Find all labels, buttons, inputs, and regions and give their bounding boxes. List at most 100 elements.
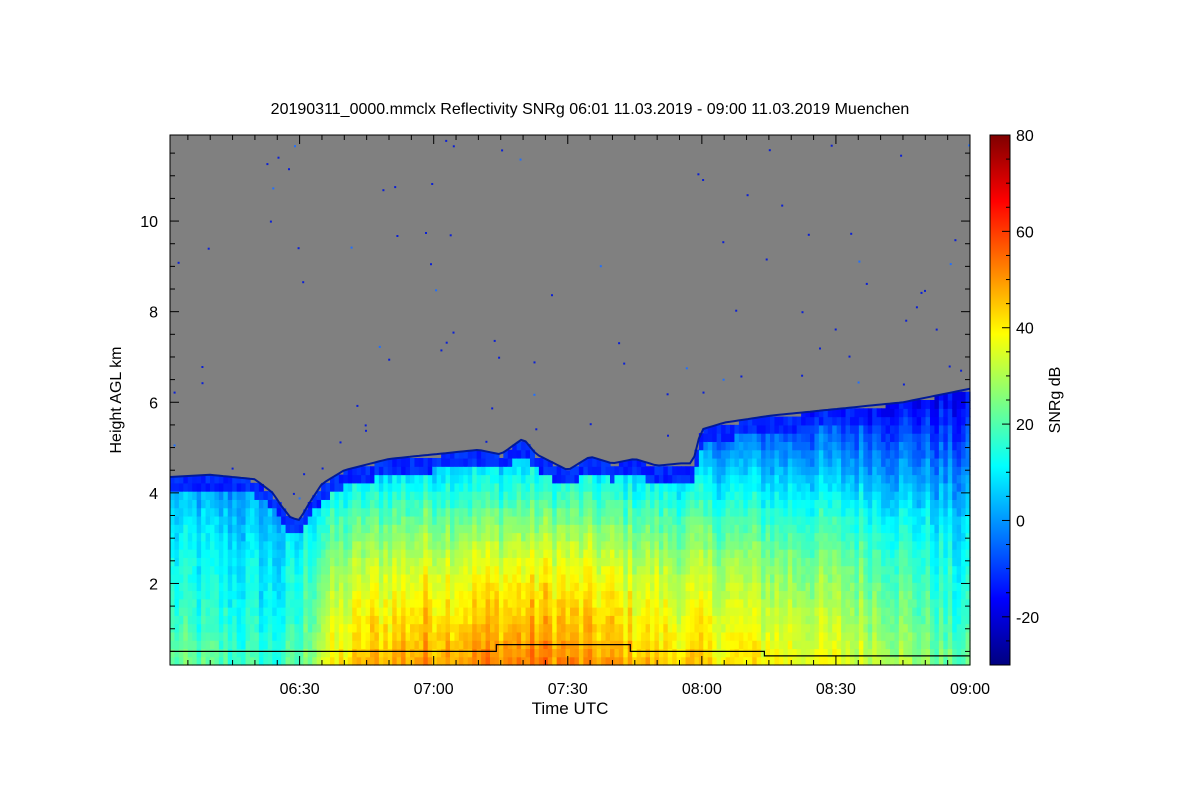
heatmap-cell xyxy=(787,615,793,625)
heatmap-cell xyxy=(930,598,936,608)
heatmap-cell xyxy=(387,615,393,625)
heatmap-cell xyxy=(214,631,220,641)
heatmap-cell xyxy=(867,499,873,509)
heatmap-cell xyxy=(747,441,753,451)
heatmap-cell xyxy=(730,549,736,558)
heatmap-cell xyxy=(334,640,340,650)
heatmap-cell xyxy=(338,607,344,616)
heatmap-cell xyxy=(623,482,629,492)
heatmap-cell xyxy=(907,648,913,658)
heatmap-cell xyxy=(774,631,780,641)
heatmap-cell xyxy=(627,582,633,592)
heatmap-cell xyxy=(912,648,918,658)
heatmap-cell xyxy=(312,582,318,592)
heatmap-cell xyxy=(805,656,811,666)
heatmap-cell xyxy=(703,433,709,443)
heatmap-cell xyxy=(605,656,611,666)
heatmap-cell xyxy=(836,449,842,459)
heatmap-cell xyxy=(752,449,758,459)
heatmap-cell xyxy=(343,557,349,567)
heatmap-cell xyxy=(592,615,598,625)
heatmap-cell xyxy=(170,524,176,534)
heatmap-cell xyxy=(405,623,411,633)
heatmap-cell xyxy=(916,640,922,650)
heatmap-cell xyxy=(836,648,842,658)
heatmap-cell xyxy=(361,532,367,542)
heatmap-cell xyxy=(752,573,758,583)
heatmap-cell xyxy=(170,640,176,650)
heatmap-cell xyxy=(925,482,931,492)
heatmap-cell xyxy=(174,623,180,633)
heatmap-cell xyxy=(654,532,660,542)
heatmap-cell xyxy=(596,648,602,658)
heatmap-cell xyxy=(694,623,700,633)
heatmap-cell xyxy=(632,499,638,509)
heatmap-cell xyxy=(481,482,487,492)
heatmap-cell xyxy=(187,582,193,592)
heatmap-cell xyxy=(374,615,380,625)
heatmap-cell xyxy=(307,631,313,641)
heatmap-cell xyxy=(845,623,851,633)
heatmap-cell xyxy=(174,582,180,592)
heatmap-cell xyxy=(276,532,282,542)
heatmap-cell xyxy=(850,466,856,476)
heatmap-cell xyxy=(556,532,562,542)
heatmap-cell xyxy=(916,598,922,608)
heatmap-cell xyxy=(947,590,953,600)
heatmap-cell xyxy=(361,557,367,567)
heatmap-cell xyxy=(392,466,398,476)
heatmap-cell xyxy=(325,648,331,658)
heatmap-cell xyxy=(912,532,918,542)
noise-speckle xyxy=(533,393,536,396)
heatmap-cell xyxy=(938,433,944,443)
heatmap-cell xyxy=(316,557,322,567)
heatmap-cell xyxy=(218,515,224,525)
heatmap-cell xyxy=(761,565,767,575)
heatmap-cell xyxy=(258,573,264,583)
heatmap-cell xyxy=(290,656,296,666)
heatmap-cell xyxy=(490,466,496,476)
heatmap-cell xyxy=(263,540,269,550)
heatmap-cell xyxy=(365,615,371,625)
heatmap-cell xyxy=(850,640,856,650)
heatmap-cell xyxy=(876,648,882,658)
heatmap-cell xyxy=(516,540,522,550)
heatmap-cell xyxy=(250,640,256,650)
noise-speckle xyxy=(297,247,300,250)
heatmap-cell xyxy=(672,615,678,625)
heatmap-cell xyxy=(587,474,593,484)
heatmap-cell xyxy=(961,416,967,426)
heatmap-cell xyxy=(223,532,229,542)
heatmap-cell xyxy=(383,532,389,542)
heatmap-cell xyxy=(632,615,638,625)
heatmap-cell xyxy=(863,482,869,492)
heatmap-cell xyxy=(561,482,567,492)
heatmap-cell xyxy=(645,631,651,641)
heatmap-cell xyxy=(845,615,851,625)
heatmap-cell xyxy=(810,449,816,459)
heatmap-cell xyxy=(663,507,669,517)
heatmap-cell xyxy=(356,648,362,658)
heatmap-cell xyxy=(307,640,313,650)
heatmap-cell xyxy=(663,640,669,650)
heatmap-cell xyxy=(347,573,353,583)
heatmap-cell xyxy=(881,449,887,459)
heatmap-cell xyxy=(734,565,740,575)
heatmap-cell xyxy=(756,433,762,443)
heatmap-cell xyxy=(850,648,856,658)
heatmap-cell xyxy=(610,648,616,658)
heatmap-cell xyxy=(290,557,296,567)
heatmap-cell xyxy=(574,549,580,558)
heatmap-cell xyxy=(734,433,740,443)
heatmap-cell xyxy=(463,631,469,641)
heatmap-cell xyxy=(196,499,202,509)
heatmap-cell xyxy=(876,549,882,558)
heatmap-cell xyxy=(614,623,620,633)
heatmap-cell xyxy=(218,565,224,575)
heatmap-cell xyxy=(521,557,527,567)
heatmap-cell xyxy=(832,557,838,567)
heatmap-cell xyxy=(938,648,944,658)
heatmap-cell xyxy=(943,499,949,509)
heatmap-cell xyxy=(894,573,900,583)
heatmap-cell xyxy=(298,656,304,666)
